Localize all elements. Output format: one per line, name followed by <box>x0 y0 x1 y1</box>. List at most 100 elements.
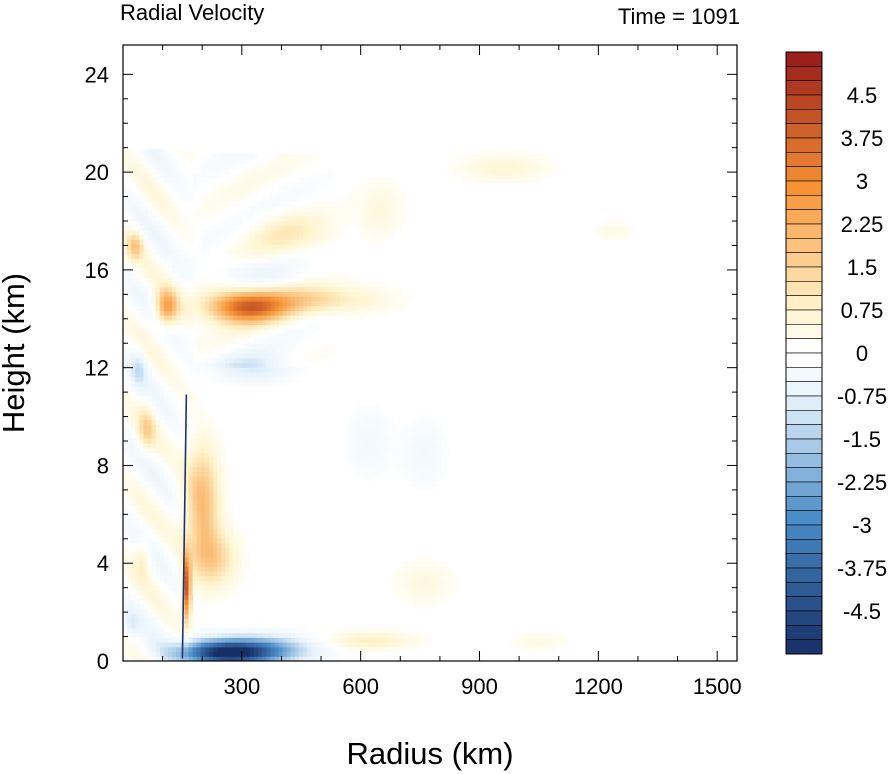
heatmap-cell <box>200 428 206 435</box>
heatmap-cell <box>172 575 177 582</box>
heatmap-cell <box>237 182 243 188</box>
heatmap-cell <box>159 537 165 544</box>
heatmap-cell <box>168 419 173 425</box>
heatmap-cell <box>393 220 398 226</box>
heatmap-cell <box>380 210 386 217</box>
heatmap-cell <box>151 225 157 231</box>
heatmap-cell <box>221 656 226 661</box>
heatmap-cell <box>360 414 366 420</box>
heatmap-cell <box>258 305 263 311</box>
heatmap-cell <box>139 239 145 245</box>
heatmap-cell <box>225 528 231 534</box>
heatmap-cell <box>438 594 443 600</box>
heatmap-cell <box>123 405 128 411</box>
heatmap-cell <box>180 191 185 198</box>
heatmap-cell <box>413 556 419 563</box>
heatmap-cell <box>626 234 632 240</box>
heatmap-cell <box>315 277 321 283</box>
heatmap-cell <box>147 627 153 634</box>
heatmap-cell <box>196 566 202 572</box>
heatmap-cell <box>315 206 321 212</box>
heatmap-cell <box>258 229 263 236</box>
heatmap-cell <box>221 575 226 582</box>
colorbar-swatch <box>785 510 823 526</box>
heatmap-cell <box>221 537 226 544</box>
heatmap-cell <box>303 234 308 240</box>
heatmap-cell <box>241 315 247 321</box>
heatmap-cell <box>217 324 222 330</box>
heatmap-cell <box>172 518 177 525</box>
heatmap-cell <box>384 646 390 653</box>
heatmap-cell <box>131 528 136 534</box>
heatmap-cell <box>278 234 284 240</box>
heatmap-cell <box>163 206 169 212</box>
heatmap-cell <box>204 248 210 255</box>
heatmap-cell <box>208 452 214 458</box>
heatmap-cell <box>548 632 554 638</box>
heatmap-cell <box>184 262 190 269</box>
heatmap-cell <box>208 476 214 482</box>
heatmap-cell <box>266 239 271 245</box>
heatmap-cell <box>229 542 235 548</box>
heatmap-cell <box>200 324 206 330</box>
heatmap-cell <box>196 523 202 529</box>
heatmap-cell <box>372 239 378 245</box>
heatmap-cell <box>172 362 177 368</box>
heatmap-cell <box>143 272 149 278</box>
heatmap-cell <box>253 153 259 160</box>
heatmap-cell <box>200 580 206 586</box>
heatmap-cell <box>233 537 239 544</box>
heatmap-cell <box>368 646 374 653</box>
heatmap-cell <box>319 310 325 316</box>
heatmap-cell <box>446 168 452 174</box>
heatmap-cell <box>131 409 136 416</box>
heatmap-cell <box>200 367 206 373</box>
heatmap-cell <box>123 556 128 563</box>
heatmap-cell <box>270 296 276 302</box>
heatmap-cell <box>200 172 206 179</box>
heatmap-cell <box>151 229 157 236</box>
heatmap-cell <box>384 447 390 454</box>
heatmap-cell <box>168 466 173 473</box>
heatmap-cell <box>380 225 386 231</box>
heatmap-cell <box>438 438 443 444</box>
heatmap-cell <box>204 523 210 529</box>
heatmap-cell <box>253 381 259 387</box>
heatmap-cell <box>442 561 447 567</box>
heatmap-cell <box>204 570 210 577</box>
heatmap-cell <box>368 229 374 236</box>
heatmap-cell <box>233 215 239 221</box>
heatmap-cell <box>192 153 198 160</box>
heatmap-cell <box>339 300 345 307</box>
heatmap-cell <box>123 371 128 378</box>
heatmap-cell <box>405 438 411 444</box>
heatmap-cell <box>356 296 362 302</box>
heatmap-cell <box>192 172 198 179</box>
heatmap-cell <box>503 177 509 184</box>
heatmap-cell <box>233 177 239 184</box>
heatmap-cell <box>196 281 202 288</box>
heatmap-cell <box>184 518 190 525</box>
heatmap-cell <box>131 376 136 383</box>
heatmap-cell <box>229 367 235 373</box>
heatmap-cell <box>188 618 194 624</box>
heatmap-cell <box>253 239 259 245</box>
heatmap-cell <box>176 424 181 430</box>
heatmap-cell <box>208 443 214 449</box>
heatmap-cell <box>253 632 259 638</box>
heatmap-cell <box>327 637 333 643</box>
heatmap-cell <box>495 163 501 169</box>
heatmap-cell <box>368 414 374 420</box>
heatmap-cell <box>213 343 218 349</box>
heatmap-cell <box>278 627 284 634</box>
heatmap-cell <box>217 300 222 307</box>
heatmap-cell <box>143 220 149 226</box>
heatmap-cell <box>303 627 308 634</box>
heatmap-cell <box>208 632 214 638</box>
heatmap-cell <box>131 490 136 496</box>
heatmap-cell <box>286 262 292 269</box>
heatmap-cell <box>397 632 402 638</box>
heatmap-cell <box>151 244 157 250</box>
heatmap-cell <box>311 215 316 221</box>
heatmap-cell <box>184 225 190 231</box>
